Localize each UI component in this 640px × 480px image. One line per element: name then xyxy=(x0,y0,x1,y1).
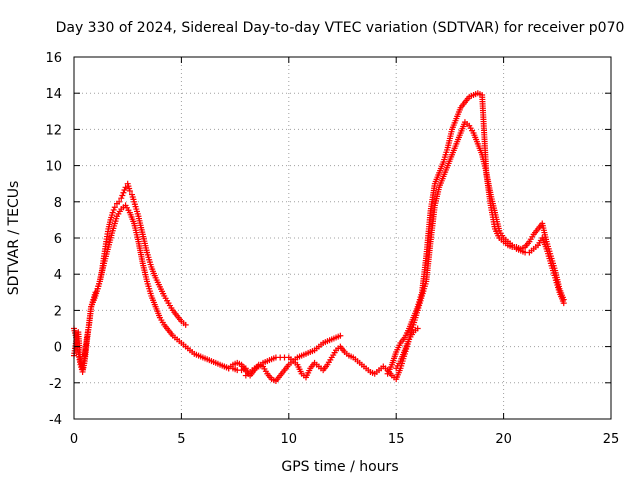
x-tick-label: 5 xyxy=(177,432,185,447)
x-tick-label: 15 xyxy=(388,432,405,447)
y-tick-label: 4 xyxy=(54,268,62,283)
data-point-marker xyxy=(118,195,125,202)
x-tick-label: 10 xyxy=(281,432,298,447)
data-points xyxy=(71,90,567,384)
data-point-marker xyxy=(560,300,567,307)
y-tick-label: 14 xyxy=(45,87,62,102)
data-point-marker xyxy=(120,189,127,196)
data-point-marker xyxy=(116,198,123,205)
x-axis-label: GPS time / hours xyxy=(281,459,398,475)
data-point-marker xyxy=(121,187,128,194)
series-satellite-track-1 xyxy=(71,180,189,372)
x-tick-label: 20 xyxy=(495,432,512,447)
data-point-marker xyxy=(119,192,126,199)
series-satellite-track-2 xyxy=(71,202,249,375)
y-tick-label: 8 xyxy=(54,196,62,211)
data-point-marker xyxy=(110,206,117,213)
y-tick-label: 10 xyxy=(45,160,62,175)
data-point-marker xyxy=(414,325,421,332)
x-tick-label: 25 xyxy=(603,432,620,447)
y-axis-label: SDTVAR / TECUs xyxy=(6,181,22,296)
y-tick-label: 16 xyxy=(45,51,62,66)
y-tick-label: 0 xyxy=(54,341,62,356)
series-satellite-track-6 xyxy=(393,119,567,372)
y-tick-label: 2 xyxy=(54,304,62,319)
x-tick-label: 0 xyxy=(70,432,78,447)
data-point-marker xyxy=(337,332,344,339)
chart-title: Day 330 of 2024, Sidereal Day-to-day VTE… xyxy=(56,20,625,36)
data-point-marker xyxy=(111,204,118,211)
data-point-marker xyxy=(126,187,133,194)
y-tick-label: 6 xyxy=(54,232,62,247)
y-tick-label: -2 xyxy=(49,377,62,392)
data-point-marker xyxy=(182,321,189,328)
y-tick-label: -4 xyxy=(49,413,62,428)
data-point-marker xyxy=(109,209,116,216)
axis-ticks: 0 5 10 15 20 25 -4 -2 0 2 4 6 8 10 12 14 16 xyxy=(45,51,619,447)
data-point-marker xyxy=(122,184,129,191)
series-satellite-track-3 xyxy=(221,332,344,384)
y-tick-label: 12 xyxy=(45,123,62,138)
